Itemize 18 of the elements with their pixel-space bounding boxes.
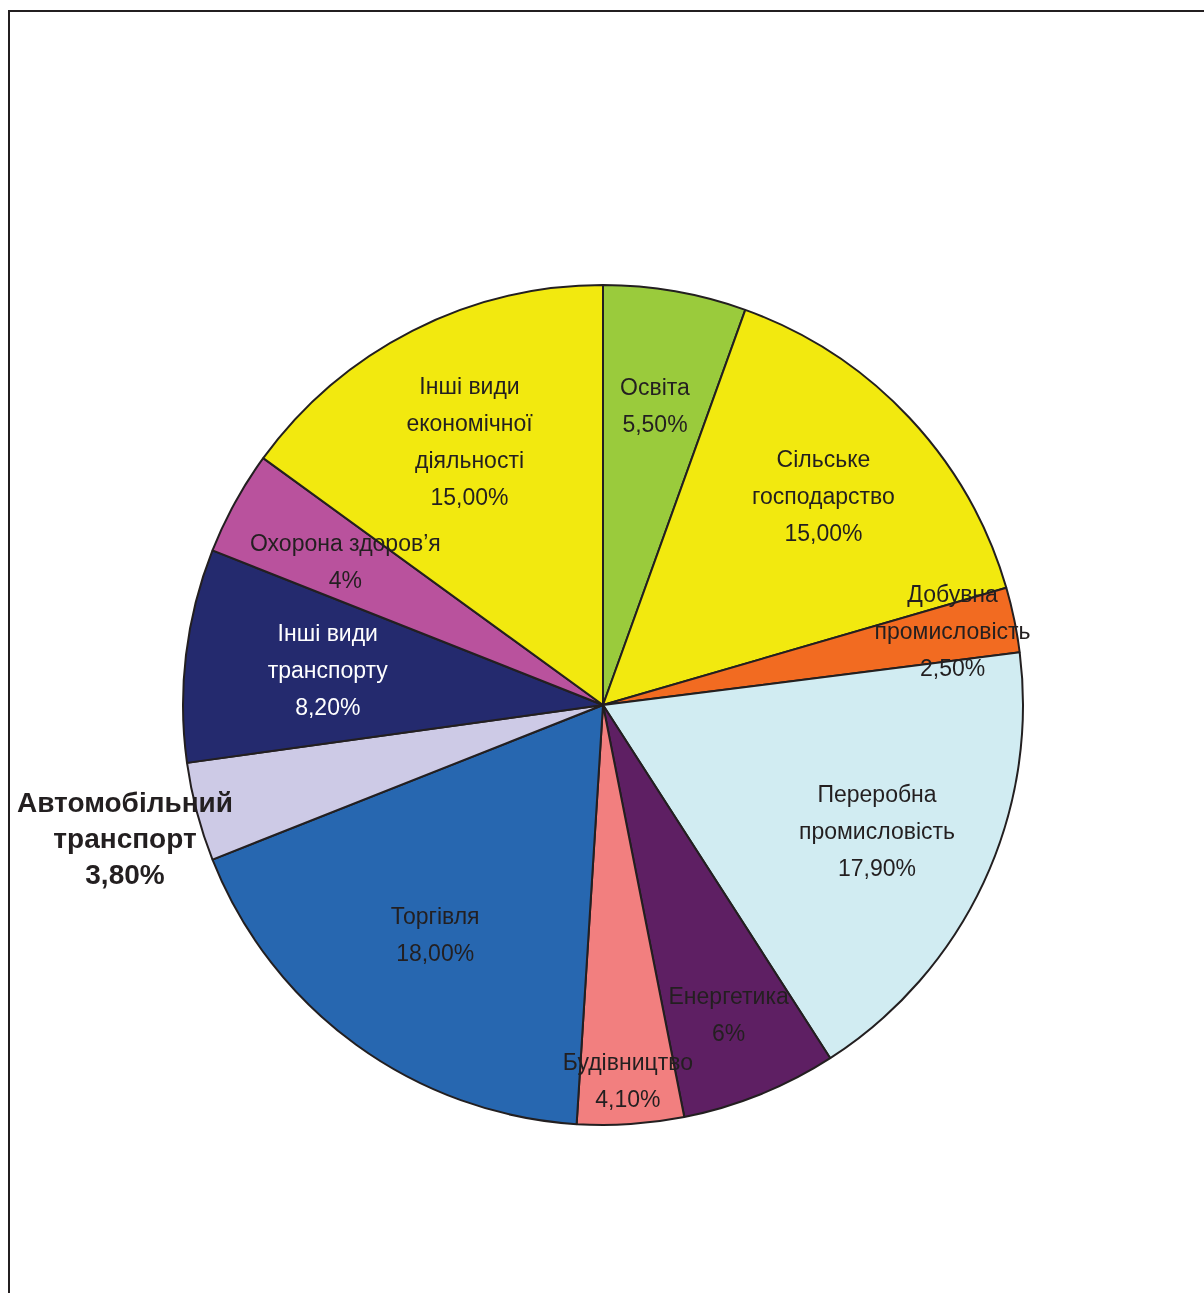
slice-label: Інші види економічної діяльності [406, 372, 534, 473]
data-label: 4% [328, 567, 362, 594]
slice-label: Освіта [620, 373, 691, 400]
slice-label: Торгівля [390, 902, 480, 929]
data-label: 4,10% [595, 1086, 661, 1113]
data-label: 2,50% [919, 654, 986, 681]
data-label: 8,20% [295, 694, 361, 721]
data-label: 6% [712, 1020, 746, 1047]
slice-label: Інші види транспорту [267, 620, 389, 684]
data-label: 5,50% [622, 410, 688, 437]
slice-label: Енергетика [668, 983, 789, 1010]
data-label: 15,00% [430, 483, 509, 510]
slice-label: Сільське господарство [752, 446, 895, 510]
slice-label: Переробна промисловість [799, 781, 956, 845]
data-label: 18,00% [396, 939, 475, 966]
data-label: 17,90% [838, 855, 917, 882]
data-label: 15,00% [784, 520, 863, 547]
data-label: 3,80% [85, 858, 165, 890]
